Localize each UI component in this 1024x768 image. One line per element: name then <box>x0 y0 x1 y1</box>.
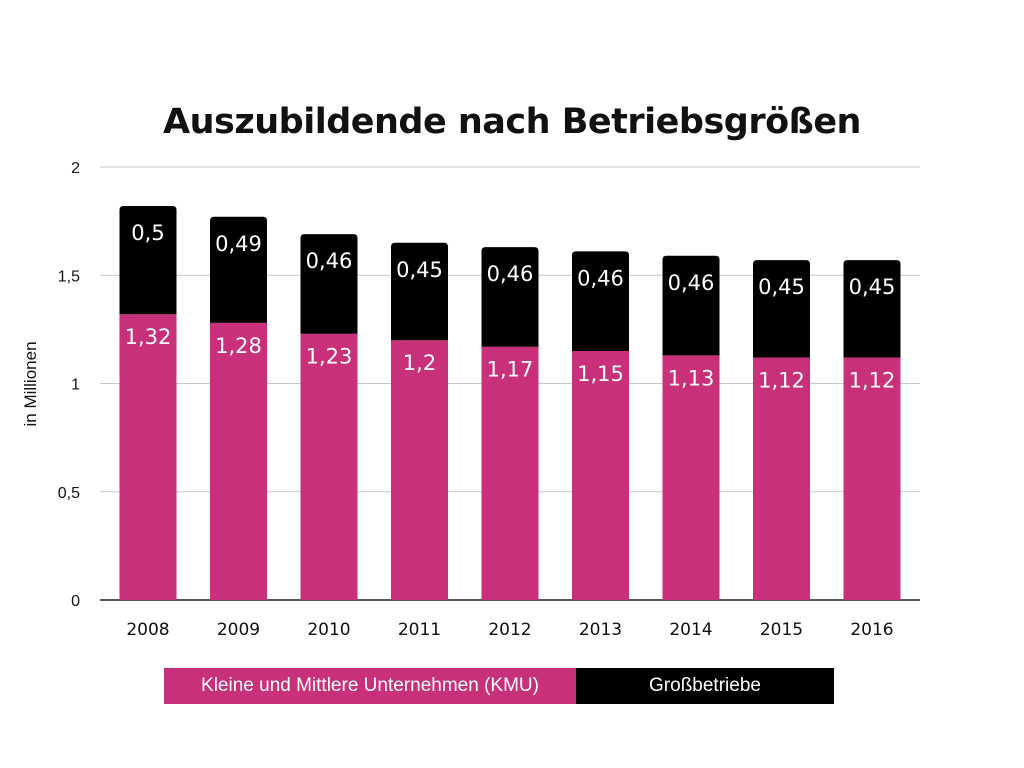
bar-grossbetriebe-2011 <box>391 242 448 341</box>
x-tick-label: 2015 <box>760 620 803 640</box>
x-tick-label: 2008 <box>126 620 169 640</box>
data-label-grossbetriebe: 0,46 <box>577 266 624 290</box>
bar-kmu-2013 <box>572 351 629 600</box>
data-label-kmu: 1,15 <box>577 362 624 386</box>
data-label-grossbetriebe: 0,45 <box>758 275 805 299</box>
data-label-kmu: 1,32 <box>125 325 172 349</box>
data-label-kmu: 1,17 <box>487 358 534 382</box>
data-label-grossbetriebe: 0,5 <box>131 221 164 245</box>
y-axis-label: in Millionen <box>21 341 40 426</box>
y-tick-label: 0,5 <box>58 485 80 502</box>
legend-label-grossbetriebe: Großbetriebe <box>649 675 761 696</box>
data-label-grossbetriebe: 0,46 <box>306 249 353 273</box>
bar-kmu-2015 <box>753 357 810 600</box>
y-tick-label: 1 <box>71 377 80 394</box>
bar-grossbetriebe-2010 <box>300 234 358 334</box>
legend-label-kmu: Kleine und Mittlere Unternehmen (KMU) <box>201 675 539 696</box>
bar-kmu-2016 <box>843 357 901 600</box>
x-tick-label: 2010 <box>307 620 350 640</box>
x-tick-labels: 2008 2009 2010 2011 2012 2013 2014 2015 2016 <box>126 620 893 640</box>
chart-title: Auszubildende nach Betriebsgrößen <box>163 102 861 142</box>
bar-kmu-2010 <box>300 333 358 600</box>
data-labels: 0,5 1,32 0,49 1,28 0,46 1,23 0,45 1,2 0,46 1,17 0,… <box>125 221 896 393</box>
bar-grossbetriebe-2016 <box>843 260 901 358</box>
bar-kmu-2009 <box>210 322 267 600</box>
legend-item-kmu: Kleine und Mittlere Unternehmen (KMU) <box>164 668 576 704</box>
data-label-grossbetriebe: 0,49 <box>215 232 262 256</box>
bar-grossbetriebe-2008 <box>119 205 177 315</box>
bar-grossbetriebe-2014 <box>662 255 720 356</box>
y-tick-labels: 0 0,5 1 1,5 2 <box>58 160 80 610</box>
data-label-grossbetriebe: 0,45 <box>849 275 896 299</box>
bar-kmu-2008 <box>119 314 177 600</box>
bar-grossbetriebe-2012 <box>481 247 539 347</box>
x-tick-label: 2014 <box>669 620 712 640</box>
y-tick-label: 0 <box>71 593 80 610</box>
data-label-grossbetriebe: 0,46 <box>668 271 715 295</box>
bar-kmu-2012 <box>481 346 539 600</box>
data-label-grossbetriebe: 0,46 <box>487 262 534 286</box>
y-tick-label: 1,5 <box>58 268 80 285</box>
bar-kmu-2014 <box>662 355 720 600</box>
data-label-kmu: 1,23 <box>306 345 353 369</box>
x-tick-label: 2013 <box>579 620 622 640</box>
data-label-kmu: 1,28 <box>215 334 262 358</box>
x-tick-label: 2011 <box>398 620 441 640</box>
x-tick-label: 2009 <box>217 620 260 640</box>
x-tick-label: 2012 <box>488 620 531 640</box>
bar-grossbetriebe-2013 <box>572 251 629 352</box>
data-label-kmu: 1,2 <box>403 351 436 375</box>
data-label-kmu: 1,12 <box>758 369 805 393</box>
x-tick-label: 2016 <box>850 620 893 640</box>
data-label-grossbetriebe: 0,45 <box>396 258 443 282</box>
bar-kmu-2011 <box>391 340 448 600</box>
bar-grossbetriebe-2009 <box>210 216 267 323</box>
bar-grossbetriebe-2015 <box>753 260 810 358</box>
data-label-kmu: 1,13 <box>668 366 715 390</box>
legend-item-grossbetriebe: Großbetriebe <box>576 668 834 704</box>
bars <box>119 205 901 600</box>
y-tick-label: 2 <box>71 160 80 177</box>
data-label-kmu: 1,12 <box>849 369 896 393</box>
